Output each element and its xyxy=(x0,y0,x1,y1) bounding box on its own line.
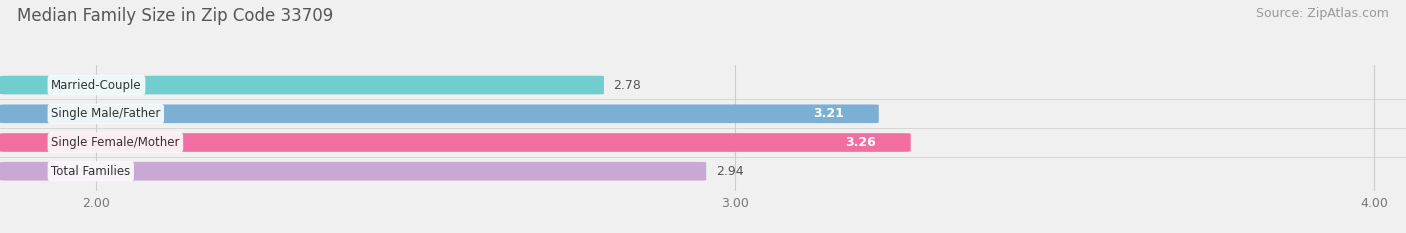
FancyBboxPatch shape xyxy=(0,162,706,181)
Text: Source: ZipAtlas.com: Source: ZipAtlas.com xyxy=(1256,7,1389,20)
Text: Married-Couple: Married-Couple xyxy=(51,79,142,92)
FancyBboxPatch shape xyxy=(0,76,605,94)
FancyBboxPatch shape xyxy=(0,104,879,123)
Text: Single Female/Mother: Single Female/Mother xyxy=(51,136,180,149)
Text: 2.94: 2.94 xyxy=(716,165,744,178)
Text: 3.26: 3.26 xyxy=(845,136,876,149)
Text: 3.21: 3.21 xyxy=(813,107,844,120)
Text: 2.78: 2.78 xyxy=(613,79,641,92)
Text: Single Male/Father: Single Male/Father xyxy=(51,107,160,120)
FancyBboxPatch shape xyxy=(0,133,911,152)
Text: Total Families: Total Families xyxy=(51,165,131,178)
Text: Median Family Size in Zip Code 33709: Median Family Size in Zip Code 33709 xyxy=(17,7,333,25)
